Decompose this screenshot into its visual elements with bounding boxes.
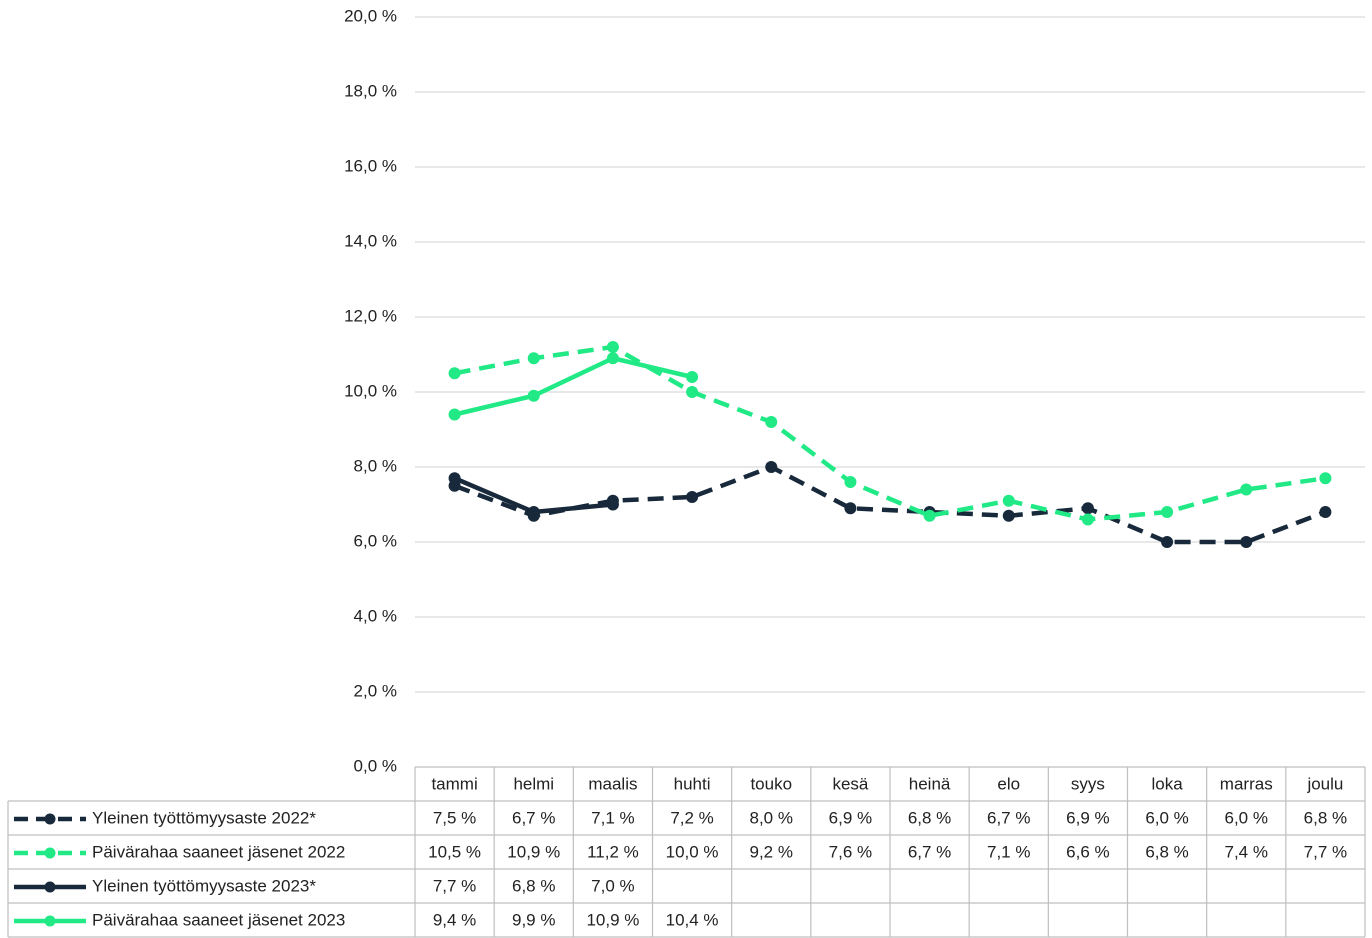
y-tick-label: 6,0 % (354, 531, 397, 550)
y-tick-label: 2,0 % (354, 681, 397, 700)
x-tick-label: marras (1220, 774, 1273, 793)
series-marker (1161, 536, 1174, 548)
table-value: 7,1 % (987, 842, 1030, 861)
table-value: 6,8 % (1145, 842, 1188, 861)
x-tick-label: elo (997, 774, 1020, 793)
table-value: 6,8 % (1304, 808, 1347, 827)
series-line (454, 344, 1326, 522)
series-marker (765, 416, 778, 428)
table-value: 11,2 % (587, 842, 639, 861)
series-marker (1002, 494, 1015, 507)
table-value: 6,0 % (1145, 808, 1188, 827)
y-tick-label: 18,0 % (344, 81, 397, 100)
series-marker (1081, 502, 1094, 515)
series-marker (1240, 536, 1253, 548)
table-value: 9,9 % (512, 910, 555, 929)
series-marker (606, 352, 619, 365)
table-value: 7,4 % (1225, 842, 1268, 861)
legend-label: Päivärahaa saaneet jäsenet 2023 (92, 910, 345, 929)
series-marker (686, 491, 699, 503)
series-marker (606, 498, 619, 511)
y-tick-label: 12,0 % (344, 306, 397, 325)
series-marker (1081, 513, 1094, 526)
series-marker (1319, 472, 1332, 485)
legend-marker (44, 813, 56, 825)
series-marker (686, 386, 699, 398)
series-line (454, 356, 693, 417)
x-tick-label: loka (1151, 774, 1183, 793)
series-line (453, 464, 1327, 545)
table-value: 10,9 % (586, 910, 639, 929)
series-marker (527, 352, 540, 365)
series-marker (1161, 506, 1174, 518)
table-value: 6,9 % (829, 808, 872, 827)
table-value: 7,1 % (591, 808, 634, 827)
legend-label: Yleinen työttömyysaste 2023* (92, 876, 316, 895)
series-marker (448, 472, 461, 485)
x-tick-label: joulu (1306, 774, 1343, 793)
x-tick-label: tammi (431, 774, 477, 793)
table-value: 8,0 % (750, 808, 793, 827)
legend-marker (44, 915, 56, 927)
x-tick-label: heinä (909, 774, 951, 793)
table-value: 6,7 % (512, 808, 555, 827)
table-value: 6,6 % (1066, 842, 1109, 861)
x-tick-label: kesä (832, 774, 868, 793)
table-value: 7,7 % (1304, 842, 1347, 861)
table-value: 6,7 % (908, 842, 951, 861)
y-tick-label: 14,0 % (344, 231, 397, 250)
series-marker (1319, 506, 1332, 518)
table-value: 10,0 % (666, 842, 719, 861)
legend-label: Yleinen työttömyysaste 2022* (92, 808, 316, 827)
series-marker (448, 367, 461, 380)
table-value: 10,4 % (666, 910, 719, 929)
series-marker (765, 461, 778, 473)
y-tick-label: 0,0 % (354, 756, 397, 775)
table-value: 10,5 % (428, 842, 481, 861)
table-value: 7,2 % (670, 808, 713, 827)
series-marker (527, 389, 540, 402)
table-value: 7,5 % (433, 808, 476, 827)
table-value: 6,0 % (1225, 808, 1268, 827)
table-value: 6,7 % (987, 808, 1030, 827)
series-marker (844, 476, 857, 488)
table-value: 9,4 % (433, 910, 476, 929)
table-value: 6,8 % (512, 876, 555, 895)
legend-marker (44, 847, 56, 859)
series-marker (1002, 509, 1015, 522)
series-marker (606, 341, 619, 353)
legend-marker (44, 881, 56, 893)
series-marker (1240, 483, 1253, 496)
table-value: 10,9 % (507, 842, 560, 861)
x-tick-label: huhti (674, 774, 711, 793)
y-tick-label: 10,0 % (344, 381, 397, 400)
series-marker (923, 509, 936, 522)
x-tick-label: helmi (513, 774, 554, 793)
x-tick-label: syys (1071, 774, 1105, 793)
y-tick-label: 16,0 % (344, 156, 397, 175)
y-tick-label: 20,0 % (344, 6, 397, 25)
x-tick-label: maalis (588, 774, 637, 793)
series-marker (448, 408, 461, 421)
table-value: 6,9 % (1066, 808, 1109, 827)
table-value: 7,6 % (829, 842, 872, 861)
series-marker (527, 506, 540, 518)
series-marker (844, 502, 857, 515)
x-tick-label: touko (750, 774, 792, 793)
table-value: 7,0 % (591, 876, 634, 895)
y-tick-label: 4,0 % (354, 606, 397, 625)
table-value: 9,2 % (750, 842, 793, 861)
legend-label: Päivärahaa saaneet jäsenet 2022 (92, 842, 345, 861)
series-marker (686, 371, 699, 383)
table-value: 7,7 % (433, 876, 476, 895)
y-tick-label: 8,0 % (354, 456, 397, 475)
table-value: 6,8 % (908, 808, 951, 827)
